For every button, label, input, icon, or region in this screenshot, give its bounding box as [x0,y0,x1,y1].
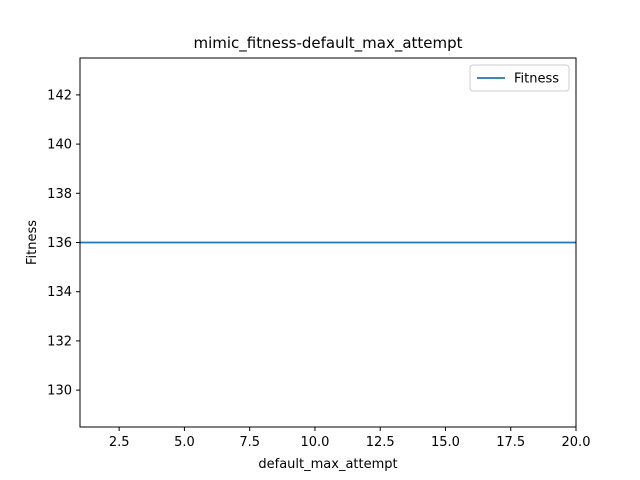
x-axis-label: default_max_attempt [258,457,397,472]
y-tick-label: 140 [47,138,72,153]
x-tick-label: 10.0 [300,435,329,450]
y-tick-label: 138 [47,187,72,202]
y-tick-label: 134 [47,285,72,300]
legend-box [469,64,570,92]
legend-label: Fitness [514,72,559,87]
x-tick-label: 2.5 [109,435,130,450]
x-tick-label: 7.5 [239,435,260,450]
x-tick-label: 5.0 [174,435,195,450]
x-tick-label: 17.5 [496,435,525,450]
y-tick-label: 136 [47,236,72,251]
y-tick-label: 130 [47,384,72,399]
legend: Fitness [469,64,570,92]
y-axis-label: Fitness [25,220,40,265]
y-tick-label: 132 [47,334,72,349]
x-axis-ticks: 2.5 5.0 7.5 10.0 12.5 15.0 17.5 20.0 [109,427,591,450]
y-axis-ticks: 130 132 134 136 138 140 142 [47,88,80,399]
y-tick-label: 142 [47,88,72,103]
x-tick-label: 20.0 [562,435,591,450]
x-tick-label: 12.5 [366,435,395,450]
chart-title: mimic_fitness-default_max_attempt [193,34,462,53]
x-tick-label: 15.0 [431,435,460,450]
